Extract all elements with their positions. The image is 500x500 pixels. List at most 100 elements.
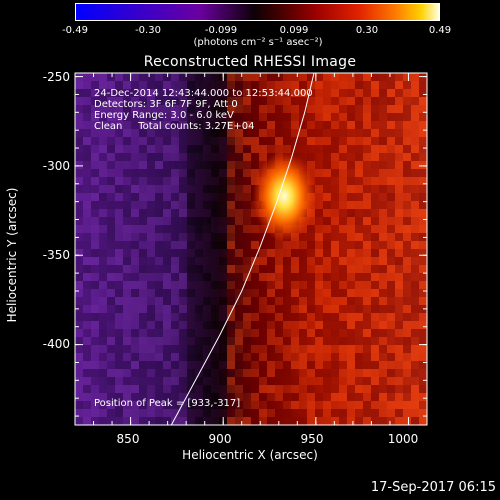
heatmap-pixel — [179, 241, 187, 249]
heatmap-pixel — [331, 225, 339, 233]
heatmap-pixel — [347, 321, 355, 329]
heatmap-pixel — [371, 297, 379, 305]
heatmap-pixel — [123, 265, 131, 273]
heatmap-pixel — [267, 89, 275, 97]
heatmap-pixel — [347, 105, 355, 113]
heatmap-pixel — [259, 97, 267, 105]
heatmap-pixel — [379, 321, 387, 329]
heatmap-pixel — [291, 385, 299, 393]
info-energy-range: Energy Range: 3.0 - 6.0 keV — [94, 110, 234, 121]
heatmap-pixel — [155, 401, 163, 409]
heatmap-pixel — [243, 153, 251, 161]
heatmap-pixel — [387, 233, 395, 241]
heatmap-pixel — [283, 401, 291, 409]
heatmap-pixel — [139, 409, 147, 417]
heatmap-pixel — [267, 417, 275, 425]
heatmap-pixel — [315, 369, 323, 377]
heatmap-pixel — [283, 305, 291, 313]
heatmap-pixel — [323, 353, 331, 361]
heatmap-pixel — [251, 289, 259, 297]
heatmap-pixel — [139, 345, 147, 353]
heatmap-pixel — [403, 233, 411, 241]
heatmap-pixel — [411, 393, 419, 401]
heatmap-pixel — [403, 401, 411, 409]
heatmap-pixel — [307, 121, 315, 129]
heatmap-pixel — [107, 233, 115, 241]
heatmap-pixel — [331, 97, 339, 105]
heatmap-pixel — [243, 257, 251, 265]
heatmap-pixel — [259, 281, 267, 289]
heatmap-pixel — [235, 169, 243, 177]
heatmap-pixel — [211, 217, 219, 225]
heatmap-pixel — [371, 185, 379, 193]
heatmap-pixel — [195, 337, 203, 345]
heatmap-pixel — [91, 273, 99, 281]
heatmap-pixel — [195, 177, 203, 185]
heatmap-pixel — [291, 113, 299, 121]
heatmap-pixel — [163, 169, 171, 177]
heatmap-pixel — [219, 401, 227, 409]
heatmap-pixel — [347, 257, 355, 265]
heatmap-pixel — [339, 329, 347, 337]
heatmap-pixel — [403, 369, 411, 377]
heatmap-pixel — [267, 281, 275, 289]
heatmap-pixel — [179, 393, 187, 401]
heatmap-pixel — [323, 305, 331, 313]
heatmap-pixel — [83, 289, 91, 297]
heatmap-pixel — [219, 161, 227, 169]
heatmap-pixel — [227, 289, 235, 297]
heatmap-pixel — [203, 185, 211, 193]
heatmap-pixel — [235, 153, 243, 161]
heatmap-pixel — [347, 281, 355, 289]
heatmap-pixel — [171, 377, 179, 385]
heatmap-pixel — [339, 401, 347, 409]
heatmap-pixel — [259, 273, 267, 281]
heatmap-pixel — [323, 241, 331, 249]
heatmap-pixel — [251, 345, 259, 353]
heatmap-pixel — [123, 169, 131, 177]
heatmap-pixel — [155, 177, 163, 185]
heatmap-pixel — [163, 73, 171, 81]
heatmap-pixel — [227, 297, 235, 305]
heatmap-pixel — [99, 193, 107, 201]
heatmap-pixel — [187, 225, 195, 233]
heatmap-pixel — [75, 217, 83, 225]
heatmap-pixel — [147, 193, 155, 201]
heatmap-pixel — [115, 177, 123, 185]
heatmap-pixel — [211, 313, 219, 321]
heatmap-pixel — [283, 89, 291, 97]
heatmap-pixel — [211, 89, 219, 97]
heatmap-pixel — [219, 121, 227, 129]
heatmap-pixel — [147, 337, 155, 345]
heatmap-pixel — [331, 281, 339, 289]
heatmap-pixel — [107, 273, 115, 281]
heatmap-pixel — [403, 169, 411, 177]
heatmap-pixel — [195, 377, 203, 385]
heatmap-pixel — [107, 201, 115, 209]
heatmap-pixel — [355, 385, 363, 393]
heatmap-pixel — [347, 369, 355, 377]
heatmap-pixel — [155, 417, 163, 425]
heatmap-pixel — [251, 313, 259, 321]
heatmap-pixel — [187, 153, 195, 161]
heatmap-pixel — [347, 265, 355, 273]
heatmap-pixel — [203, 225, 211, 233]
heatmap-pixel — [211, 249, 219, 257]
heatmap-pixel — [299, 145, 307, 153]
heatmap-pixel — [91, 241, 99, 249]
heatmap-pixel — [267, 329, 275, 337]
heatmap-pixel — [403, 337, 411, 345]
heatmap-pixel — [91, 297, 99, 305]
heatmap-pixel — [331, 137, 339, 145]
heatmap-pixel — [99, 201, 107, 209]
heatmap-pixel — [227, 161, 235, 169]
heatmap-pixel — [403, 217, 411, 225]
heatmap-pixel — [219, 273, 227, 281]
heatmap-pixel — [251, 169, 259, 177]
heatmap-pixel — [363, 401, 371, 409]
heatmap-pixel — [195, 81, 203, 89]
heatmap-pixel — [267, 377, 275, 385]
heatmap-pixel — [275, 249, 283, 257]
heatmap-pixel — [259, 113, 267, 121]
heatmap-pixel — [155, 209, 163, 217]
